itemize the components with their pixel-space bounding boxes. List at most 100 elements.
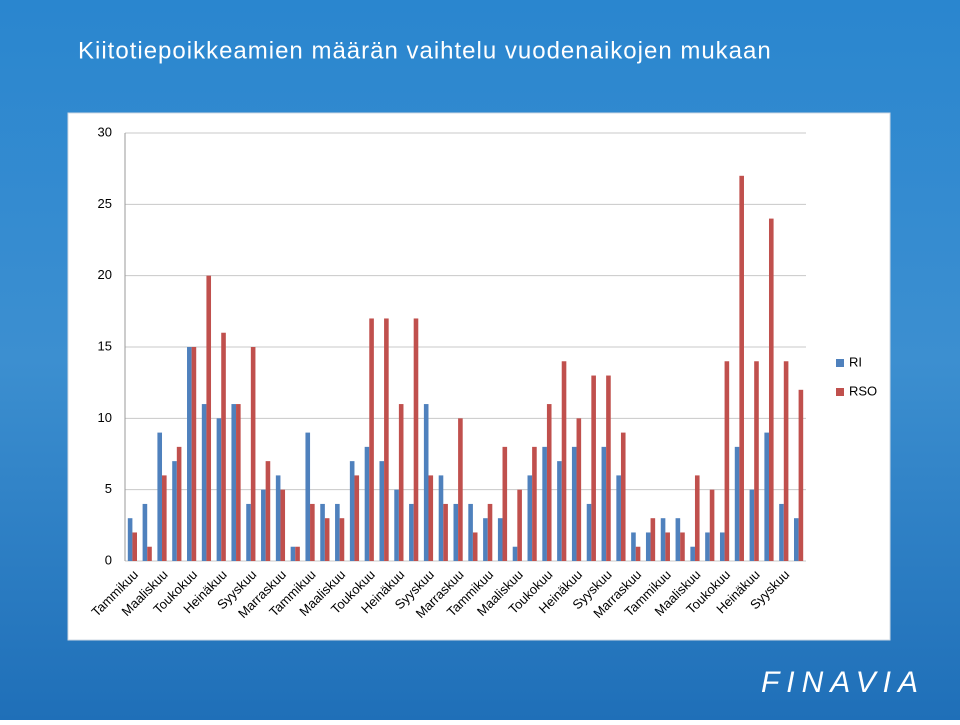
bar (453, 503, 459, 561)
bar (768, 218, 774, 561)
bar (793, 518, 799, 561)
bar (335, 503, 340, 561)
bar (616, 475, 621, 561)
legend-label: RI (849, 354, 862, 369)
y-tick-label: 25 (98, 196, 112, 211)
bar (561, 361, 567, 561)
bar (132, 532, 138, 561)
bar (512, 546, 518, 561)
bar (606, 375, 611, 561)
bar (438, 475, 444, 561)
bar (157, 432, 163, 561)
bar (601, 446, 607, 561)
bar (250, 347, 256, 561)
bar (734, 446, 740, 561)
bar (591, 375, 596, 561)
bar (413, 318, 419, 561)
bar (246, 503, 251, 561)
legend-label: RSO (849, 383, 877, 398)
bar (694, 475, 700, 561)
bar (443, 503, 448, 561)
bar (468, 503, 473, 561)
bar (339, 518, 345, 561)
y-tick-label: 5 (105, 481, 112, 496)
bar (749, 489, 755, 561)
bar (394, 489, 399, 561)
logo: FINAVIA (761, 666, 925, 699)
bar (236, 404, 241, 561)
legend-swatch (836, 359, 844, 367)
bar (546, 404, 552, 561)
bar (690, 546, 695, 561)
bar (680, 532, 685, 561)
bar (147, 546, 152, 561)
bar (620, 432, 626, 561)
bar (221, 332, 226, 561)
bar (719, 532, 725, 561)
bar (280, 489, 286, 561)
bar (487, 503, 493, 561)
bar (458, 418, 463, 561)
bar (557, 461, 562, 561)
bar (162, 475, 167, 561)
bar (709, 489, 715, 561)
bar (645, 532, 651, 561)
bar (191, 347, 197, 561)
bar (187, 347, 192, 561)
bar (423, 404, 429, 561)
bar (527, 475, 533, 561)
bar (324, 518, 330, 561)
bar (779, 503, 784, 561)
bar (542, 446, 547, 561)
bar (739, 175, 744, 562)
bar (635, 546, 641, 561)
bar (665, 532, 670, 561)
bar (275, 475, 281, 561)
y-tick-label: 0 (105, 552, 112, 567)
bar (127, 518, 133, 561)
bar (142, 503, 148, 561)
bar (586, 503, 592, 561)
bar (398, 404, 404, 561)
bar (660, 518, 666, 561)
bar (571, 446, 577, 561)
bar (305, 432, 311, 561)
bar (517, 489, 522, 561)
bar (631, 532, 636, 561)
bar (497, 518, 503, 561)
bar (354, 475, 360, 561)
bar (409, 503, 414, 561)
bar (206, 275, 212, 561)
bar (231, 404, 237, 561)
bar (502, 446, 508, 561)
bar (320, 503, 325, 561)
bar (705, 532, 710, 561)
bar (265, 461, 271, 561)
legend-swatch (836, 388, 844, 396)
slide-title: Kiitotiepoikkeamien määrän vaihtelu vuod… (78, 37, 772, 64)
bar (576, 418, 582, 561)
y-tick-label: 20 (98, 267, 112, 282)
bar (532, 446, 537, 561)
bar (295, 546, 300, 561)
bar (290, 546, 296, 561)
bar (428, 475, 434, 561)
bar (172, 461, 177, 561)
bar (764, 432, 769, 561)
bar (216, 418, 222, 561)
bar (261, 489, 266, 561)
bar (650, 518, 656, 561)
y-tick-label: 10 (98, 410, 112, 425)
bar (310, 503, 315, 561)
y-tick-label: 30 (98, 124, 112, 139)
bar (798, 389, 804, 561)
bar (379, 461, 385, 561)
bar (754, 361, 759, 561)
bar (349, 461, 355, 561)
y-tick-label: 15 (98, 338, 112, 353)
bar (384, 318, 389, 561)
bar (783, 361, 789, 561)
bar (176, 446, 182, 561)
